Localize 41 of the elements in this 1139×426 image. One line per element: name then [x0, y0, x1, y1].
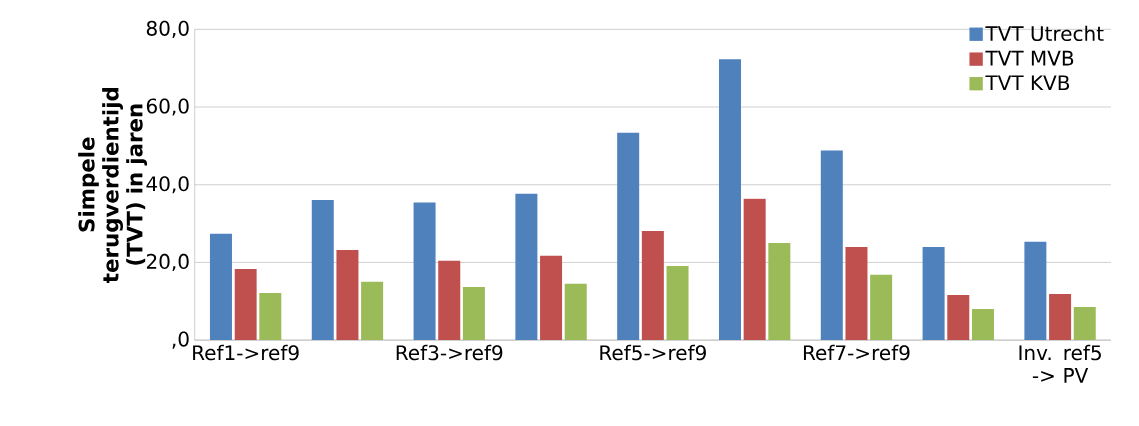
- bar: [209, 233, 232, 341]
- bar: [718, 59, 741, 341]
- bar: [947, 294, 970, 341]
- legend-label: TVT Utrecht: [985, 25, 1104, 42]
- bar: [311, 199, 334, 341]
- bar: [971, 308, 994, 341]
- bar: [1073, 307, 1096, 341]
- x-tick-label: Ref7->ref9: [803, 344, 910, 361]
- bar: [540, 255, 563, 341]
- bar: [870, 274, 893, 341]
- bar: [743, 198, 766, 341]
- y-tick-label: 80,0: [146, 20, 189, 38]
- bar: [438, 260, 461, 341]
- bar: [234, 268, 257, 341]
- bar: [922, 246, 945, 341]
- bar: [336, 249, 359, 341]
- y-tick-label: 40,0: [146, 176, 189, 194]
- bar: [666, 265, 689, 341]
- legend-label: TVT MVB: [985, 50, 1074, 66]
- bar: [462, 286, 485, 341]
- bar: [515, 193, 538, 341]
- y-tick-label: 60,0: [146, 98, 189, 116]
- y-tick-label: ,0: [172, 331, 189, 349]
- bar: [820, 150, 843, 341]
- bar: [564, 283, 587, 341]
- x-tick-label: Ref5->ref9: [600, 344, 706, 361]
- bar: [259, 293, 282, 341]
- bar: [845, 246, 868, 341]
- x-tick-label: Ref1->ref9: [193, 344, 299, 361]
- x-tick-label: Inv. ref5 -> PV: [1019, 344, 1101, 383]
- bar: [768, 242, 791, 341]
- bar: [641, 230, 664, 341]
- y-axis-title: Simpele terugverdientijd (TVT) in jaren: [78, 88, 147, 283]
- x-tick-label: Ref3->ref9: [396, 344, 503, 361]
- bar: [361, 281, 384, 341]
- bar: [413, 202, 436, 341]
- bar: [1024, 241, 1047, 341]
- bar: [617, 132, 640, 341]
- legend-label: TVT KVB: [985, 75, 1070, 90]
- bar: [1049, 293, 1072, 341]
- y-tick-label: 20,0: [146, 253, 189, 271]
